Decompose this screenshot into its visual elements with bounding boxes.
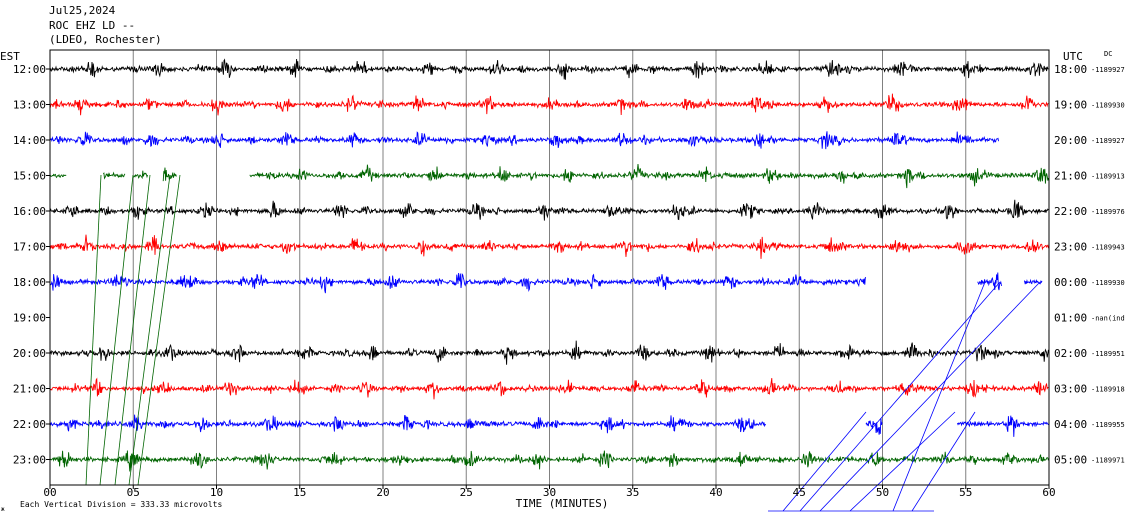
label-layer: 00 05 10 15 20 25 30 35 40 45 50 55 60 12:00 18:00 -118… xyxy=(13,63,1125,499)
x-tick-label-35: 35 xyxy=(626,486,639,499)
est-axis-label: EST xyxy=(0,50,20,63)
est-label-1400: 14:00 xyxy=(13,134,46,147)
dc-offset-label: -1189943 xyxy=(1091,244,1125,252)
dc-offset-label: -1189971 xyxy=(1091,457,1125,465)
drift-line-10 xyxy=(911,411,976,512)
corner-mark: ж xyxy=(1,506,5,513)
utc-label-2300: 23:00 xyxy=(1054,241,1087,254)
est-label-1800: 18:00 xyxy=(13,276,46,289)
trace-layer xyxy=(49,58,1049,472)
dc-offset-label: -nan(ind xyxy=(1091,315,1125,323)
grid-layer xyxy=(49,50,1050,489)
dc-offset-label: -1189955 xyxy=(1091,421,1125,429)
trace-1800-seg-0 xyxy=(49,272,866,294)
est-label-1500: 15:00 xyxy=(13,170,46,183)
utc-label-1900: 19:00 xyxy=(1054,99,1087,112)
dc-offset-label: -1189930 xyxy=(1091,279,1125,287)
chart-station: ROC EHZ LD -- xyxy=(49,19,136,32)
x-tick-label-60: 60 xyxy=(1042,486,1055,499)
trace-1500-seg-0 xyxy=(49,173,67,179)
drift-line-4 xyxy=(137,174,181,486)
est-label-2000: 20:00 xyxy=(13,347,46,360)
x-tick-label-05: 05 xyxy=(127,486,140,499)
dc-offset-label: -1189927 xyxy=(1091,137,1125,145)
trace-1700-seg-0 xyxy=(49,234,1049,259)
x-tick-label-10: 10 xyxy=(210,486,223,499)
trace-1400-seg-0 xyxy=(49,131,1000,150)
x-tick-label-25: 25 xyxy=(460,486,473,499)
est-label-1300: 13:00 xyxy=(13,99,46,112)
x-tick-label-50: 50 xyxy=(876,486,889,499)
artifact-layer xyxy=(85,174,1041,512)
dc-offset-label: -1189976 xyxy=(1091,208,1125,216)
drift-line-2 xyxy=(114,174,151,486)
utc-axis-label: UTC xyxy=(1063,50,1083,63)
est-label-1900: 19:00 xyxy=(13,312,46,325)
x-tick-label-00: 00 xyxy=(43,486,56,499)
est-label-2300: 23:00 xyxy=(13,454,46,467)
drift-line-9 xyxy=(892,281,986,512)
dc-offset-label: -1189951 xyxy=(1091,350,1125,358)
trace-1300-seg-0 xyxy=(49,93,1049,116)
x-tick-label-40: 40 xyxy=(709,486,722,499)
est-label-1200: 12:00 xyxy=(13,63,46,76)
utc-label-0000: 00:00 xyxy=(1054,276,1087,289)
utc-label-0100: 01:00 xyxy=(1054,312,1087,325)
utc-label-2200: 22:00 xyxy=(1054,205,1087,218)
x-tick-label-15: 15 xyxy=(293,486,306,499)
utc-label-0200: 02:00 xyxy=(1054,347,1087,360)
dc-offset-label: -1189927 xyxy=(1091,66,1125,74)
dc-offset-label: -1189918 xyxy=(1091,386,1125,394)
drift-line-1 xyxy=(99,174,134,486)
trace-2200-seg-1 xyxy=(865,418,883,435)
dc-offset-label: -1189913 xyxy=(1091,173,1125,181)
trace-1600-seg-0 xyxy=(49,199,1049,221)
trace-1500-seg-1 xyxy=(102,171,126,180)
trace-2100-seg-0 xyxy=(49,377,1049,400)
trace-2300-seg-0 xyxy=(49,450,1049,472)
est-label-2100: 21:00 xyxy=(13,383,46,396)
utc-label-1800: 18:00 xyxy=(1054,63,1087,76)
trace-1500-seg-4 xyxy=(249,163,1049,189)
drift-line-6 xyxy=(799,281,1001,512)
plot-frame xyxy=(49,49,1050,486)
utc-label-2100: 21:00 xyxy=(1054,170,1087,183)
x-axis-title: TIME (MINUTES) xyxy=(516,497,609,510)
drift-line-3 xyxy=(128,174,171,486)
est-label-1600: 16:00 xyxy=(13,205,46,218)
scale-note: Each Vertical Division = 333.33 microvol… xyxy=(20,500,222,509)
trace-1500-seg-2 xyxy=(133,170,149,180)
utc-label-0300: 03:00 xyxy=(1054,383,1087,396)
trace-2200-seg-0 xyxy=(49,414,767,434)
trace-1800-seg-1 xyxy=(977,272,1003,291)
drift-line-5 xyxy=(782,411,867,512)
x-tick-label-55: 55 xyxy=(959,486,972,499)
utc-label-0400: 04:00 xyxy=(1054,418,1087,431)
drift-line-7 xyxy=(819,281,1041,512)
chart-location: (LDEO, Rochester) xyxy=(49,33,162,46)
utc-label-0500: 05:00 xyxy=(1054,454,1087,467)
dc-axis-label: DC xyxy=(1104,50,1112,58)
trace-2000-seg-0 xyxy=(49,340,1049,365)
drift-line-8 xyxy=(849,411,956,512)
dc-offset-label: -1189930 xyxy=(1091,102,1125,110)
est-label-2200: 22:00 xyxy=(13,418,46,431)
utc-label-2000: 20:00 xyxy=(1054,134,1087,147)
trace-1200-seg-0 xyxy=(49,58,1049,80)
est-label-1700: 17:00 xyxy=(13,241,46,254)
x-tick-label-20: 20 xyxy=(376,486,389,499)
trace-2200-seg-2 xyxy=(956,415,1049,437)
drift-line-0 xyxy=(85,174,102,486)
x-tick-label-30: 30 xyxy=(543,486,556,499)
x-tick-label-45: 45 xyxy=(793,486,806,499)
chart-date: Jul25,2024 xyxy=(49,4,116,17)
